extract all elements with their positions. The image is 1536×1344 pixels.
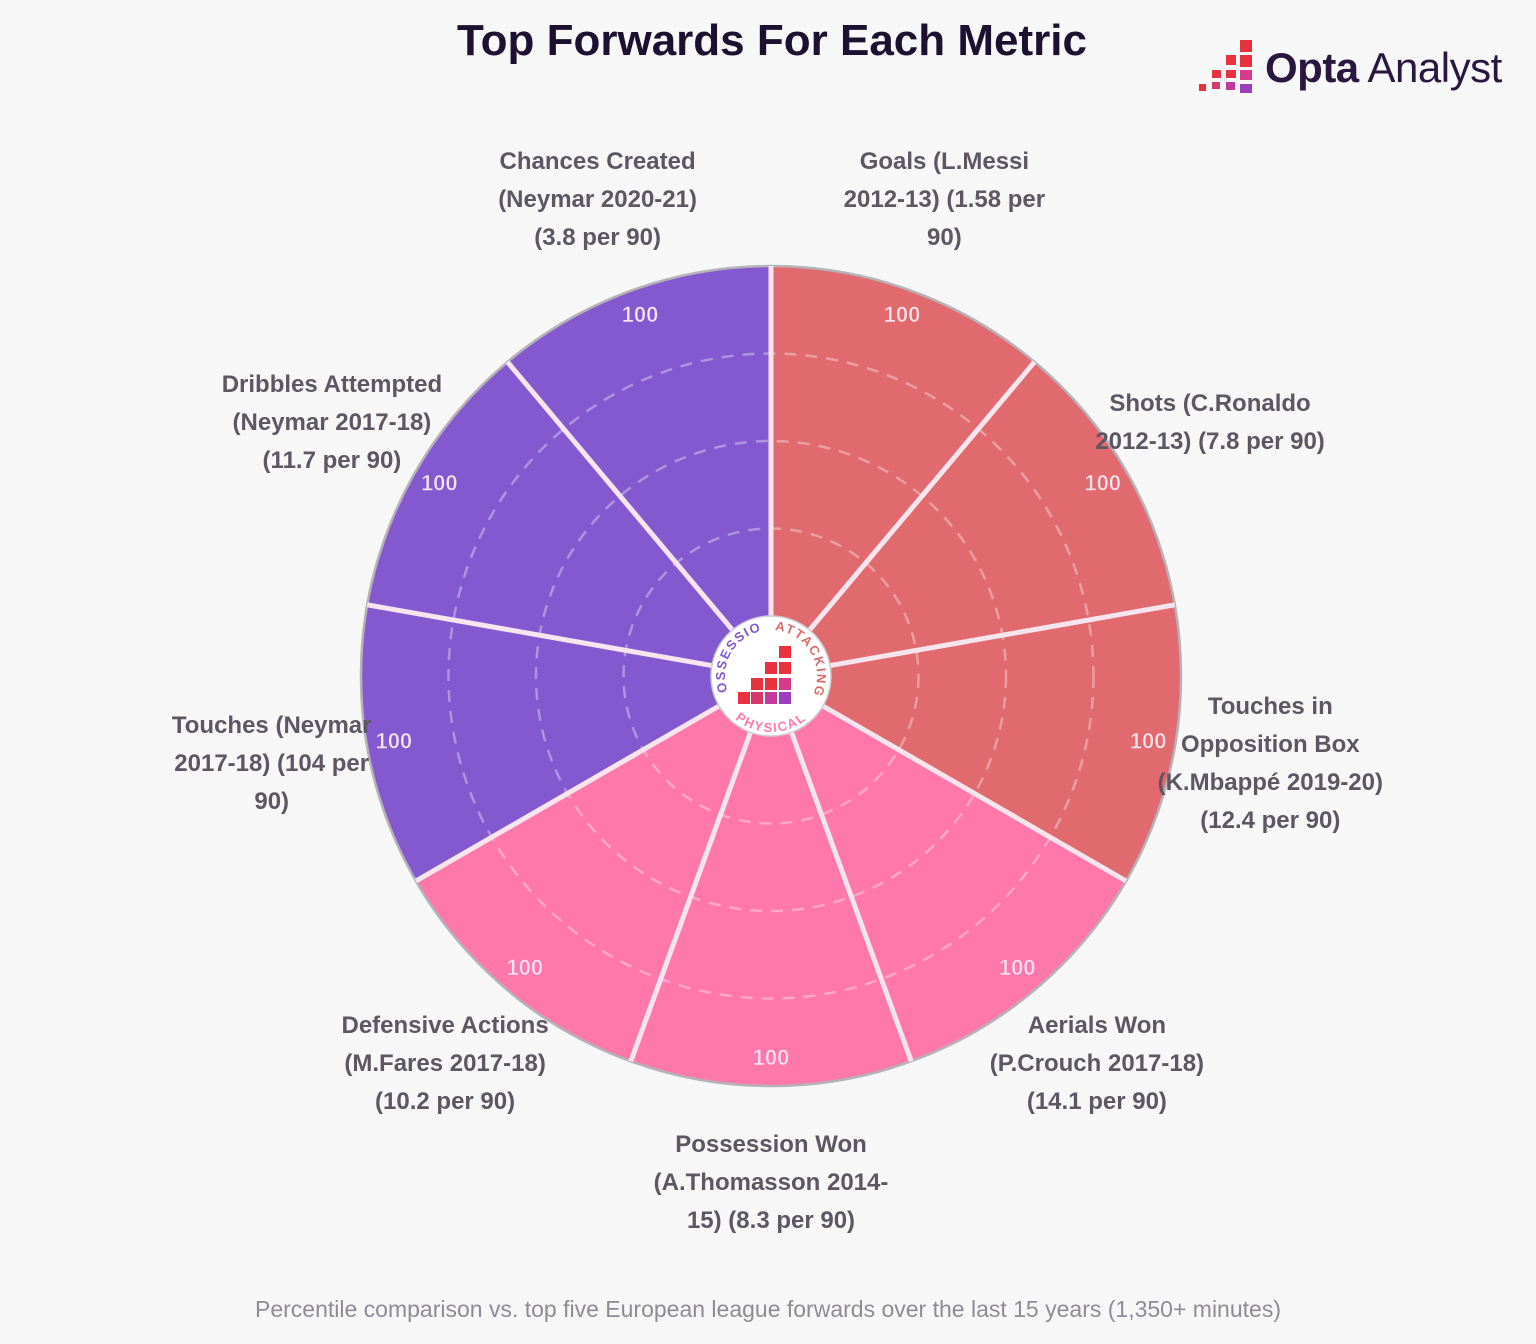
slice [771, 266, 1035, 631]
center-logo [765, 692, 777, 704]
category-label: Touches in Opposition Box (K.Mbappé 2019… [1157, 693, 1383, 835]
separator [414, 703, 721, 884]
slice [507, 266, 771, 631]
center-logo [765, 678, 777, 690]
category-label: Chances Created (Neymar 2020-21) (3.8 pe… [498, 147, 697, 251]
center-logo [738, 692, 750, 704]
slice [630, 732, 912, 1086]
separator [366, 602, 713, 669]
slice [361, 604, 720, 881]
center-logo [751, 692, 763, 704]
center-logo [779, 692, 791, 704]
center-logo [779, 662, 791, 674]
slice [791, 706, 1127, 1062]
value-label: 100 [506, 955, 543, 980]
value-label: 100 [753, 1045, 790, 1070]
brand: Opta Analyst [1265, 44, 1502, 92]
separator [789, 731, 914, 1063]
center-logo [765, 662, 777, 674]
category-label: Defensive Actions (M.Fares 2017-18) (10.… [341, 1012, 549, 1116]
value-label: 100 [622, 302, 659, 327]
separator [505, 360, 735, 632]
brand-mark [1199, 40, 1252, 93]
value-label: 100 [999, 955, 1036, 980]
slice [822, 604, 1181, 881]
separator [821, 703, 1128, 884]
center-logo [779, 646, 791, 658]
chart-title: Top Forwards For Each Metric [457, 16, 1087, 65]
slice [367, 361, 733, 666]
separator [829, 602, 1176, 669]
category-label: Possession Won (A.Thomasson 2014-15) (8.… [653, 1131, 889, 1234]
value-label: 100 [884, 302, 921, 327]
center-disc [710, 615, 832, 737]
value-label: 100 [421, 470, 458, 495]
slice [415, 706, 751, 1062]
category-label: Goals (L.Messi 2012-13) (1.58 per 90) [843, 147, 1046, 251]
grid-ring [534, 439, 1008, 913]
value-label: 100 [375, 728, 412, 753]
category-label: Aerials Won (P.Crouch 2017-18) (14.1 per… [989, 1012, 1205, 1116]
separator [628, 731, 753, 1063]
slice [809, 361, 1175, 666]
brand-light: Analyst [1367, 44, 1503, 91]
separator [807, 360, 1037, 632]
category-label: Shots (C.Ronaldo 2012-13) (7.8 per 90) [1095, 389, 1325, 455]
brand-bold: Opta [1265, 44, 1359, 91]
category-label: Touches (Neymar 2017-18) (104 per 90) [171, 712, 372, 816]
center-logo [779, 678, 791, 690]
footnote: Percentile comparison vs. top five Europ… [255, 1296, 1281, 1322]
category-label: Dribbles Attempted (Neymar 2017-18) (11.… [221, 370, 443, 474]
value-label: 100 [1084, 470, 1121, 495]
center-logo [751, 678, 763, 690]
value-label: 100 [1130, 728, 1167, 753]
